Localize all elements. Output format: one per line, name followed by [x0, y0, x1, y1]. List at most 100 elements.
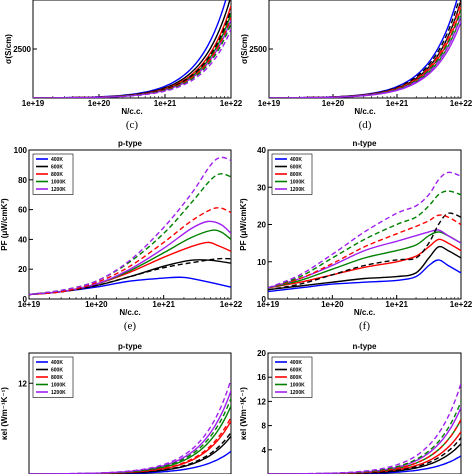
series-group: [268, 171, 461, 293]
panel-label: (f): [359, 320, 370, 332]
y-axis-label: κel (Wm⁻¹K⁻¹): [239, 387, 248, 440]
x-axis-label: N/c.c.: [354, 308, 375, 317]
legend-label: 1200K: [51, 390, 66, 396]
series-line: [33, 0, 227, 98]
y-tick-label: 40: [18, 235, 27, 244]
series-line: [268, 259, 461, 293]
y-tick-label: 40: [257, 146, 266, 155]
series-line: [268, 238, 461, 289]
legend-label: 600K: [290, 368, 302, 374]
y-tick-label: 30: [257, 183, 266, 192]
legend-label: 800K: [51, 172, 63, 178]
series-line: [33, 19, 231, 98]
x-tick-label: 1e+19: [258, 99, 281, 108]
panel-title: n-type: [353, 342, 378, 351]
series-line: [29, 259, 231, 296]
x-tick-label: 1e+20: [321, 300, 344, 309]
y-tick-label: 16: [257, 373, 266, 382]
series-line: [29, 156, 231, 296]
plot-frame: [32, 0, 232, 99]
x-tick-label: 1e+21: [386, 99, 409, 108]
legend-label: 400K: [290, 360, 302, 366]
y-tick-label: 80: [18, 176, 27, 185]
series-line: [268, 245, 461, 291]
y-tick-label: 8: [262, 422, 267, 431]
panel-f: 1e+19 1e+20 1e+21 1e+22 0 10 20 30 40 PF (μW/cmK²…: [239, 139, 473, 332]
legend-label: 400K: [51, 360, 63, 366]
series-line: [268, 171, 461, 289]
series-line: [269, 9, 461, 98]
y-axis-label: κel (Wm⁻¹K⁻¹): [0, 387, 9, 440]
legend-label: 600K: [51, 368, 63, 374]
y-tick-label: 0: [262, 295, 267, 304]
legend-label: 1000K: [51, 383, 66, 389]
legend-label: 800K: [290, 172, 302, 178]
y-tick-label: 2500: [249, 45, 267, 54]
x-tick-label: 1e+20: [88, 99, 111, 108]
y-tick-label: 0: [23, 295, 28, 304]
plot-frame: [268, 0, 462, 99]
y-tick-label: 20: [18, 265, 27, 274]
series-line: [33, 5, 231, 98]
series-group: [269, 0, 461, 98]
x-tick-label: 1e+20: [85, 300, 108, 309]
x-axis-label: N/c.c.: [119, 308, 140, 317]
y-tick-label: 20: [257, 221, 266, 230]
y-tick-label: 60: [18, 206, 27, 215]
legend-label: 400K: [290, 157, 302, 163]
legend-label: 800K: [51, 375, 63, 381]
series-line: [269, 1, 461, 98]
series-group: [29, 156, 231, 296]
series-line: [268, 419, 461, 474]
series-line: [33, 9, 231, 98]
series-line: [268, 419, 461, 474]
y-tick-label: 2500: [13, 45, 31, 54]
legend-label: 1200K: [51, 187, 66, 193]
series-line: [269, 0, 460, 98]
x-tick-label: 1e+22: [450, 300, 473, 309]
series-line: [29, 390, 231, 474]
series-line: [269, 0, 461, 98]
legend-label: 1000K: [290, 383, 305, 389]
panel-label: (c): [126, 119, 139, 131]
y-axis-label: σ(S/cm): [240, 34, 249, 64]
series-line: [269, 15, 461, 98]
series-line: [268, 214, 461, 289]
legend-label: 400K: [51, 157, 63, 163]
series-line: [29, 431, 231, 474]
x-axis-label: N/c.c.: [354, 107, 375, 116]
x-tick-label: 1e+21: [154, 99, 177, 108]
x-tick-label: 1e+21: [385, 300, 408, 309]
panel-title: p-type: [118, 139, 143, 148]
panel-title: p-type: [118, 342, 143, 351]
legend-label: 800K: [290, 375, 302, 381]
x-tick-label: 1e+22: [450, 99, 473, 108]
x-tick-label: 1e+19: [18, 300, 41, 309]
x-tick-label: 1e+21: [152, 300, 175, 309]
series-line: [33, 17, 231, 98]
y-tick-label: 4: [262, 446, 267, 455]
series-line: [269, 21, 461, 98]
plot-frame: [267, 352, 462, 474]
series-group: [33, 0, 231, 98]
series-line: [268, 437, 461, 474]
legend-box: [271, 153, 313, 195]
series-line: [29, 398, 231, 474]
legend-label: 600K: [51, 165, 63, 171]
panel-title: n-type: [353, 139, 378, 148]
legend-label: 1000K: [290, 180, 305, 186]
x-axis-label: N/c.c.: [121, 107, 142, 116]
legend-label: 600K: [290, 165, 302, 171]
series-line: [33, 29, 231, 98]
x-tick-label: 1e+19: [257, 300, 280, 309]
series-line: [33, 0, 231, 98]
panel-label: (d): [359, 119, 372, 131]
